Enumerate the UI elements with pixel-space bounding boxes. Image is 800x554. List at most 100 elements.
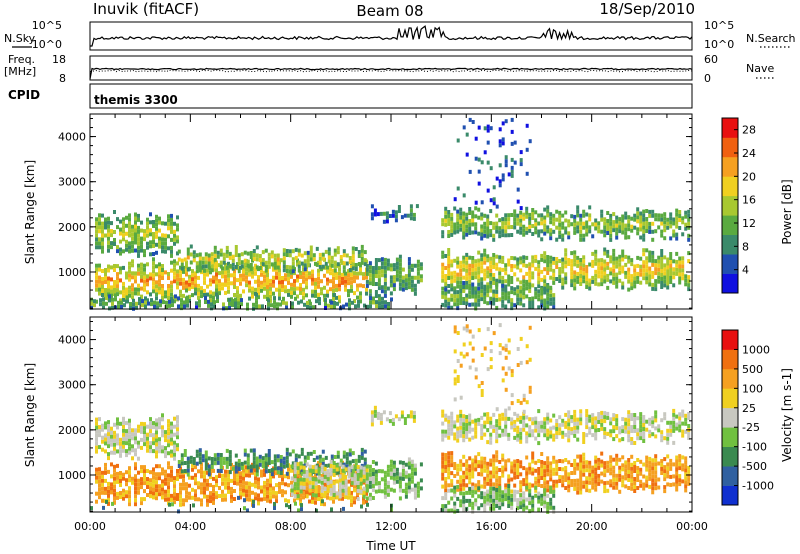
- range-cell: [474, 302, 478, 307]
- range-cell: [543, 207, 547, 212]
- range-cell: [504, 229, 508, 234]
- range-cell: [185, 264, 188, 269]
- range-cell: [489, 296, 493, 301]
- range-cell: [347, 289, 350, 294]
- range-cell: [486, 477, 490, 482]
- range-cell: [585, 464, 589, 469]
- range-cell: [146, 262, 149, 267]
- range-cell: [636, 432, 640, 437]
- range-cell: [453, 466, 457, 470]
- range-cell: [453, 501, 457, 506]
- range-cell: [224, 481, 227, 486]
- range-cell: [278, 272, 281, 277]
- range-cell: [347, 490, 351, 495]
- range-cell: [176, 477, 179, 481]
- range-cell: [252, 456, 256, 461]
- range-cell: [645, 256, 649, 261]
- range-cell: [101, 285, 104, 289]
- range-cell: [534, 226, 538, 231]
- range-cell: [101, 241, 104, 246]
- range-cell: [410, 463, 414, 468]
- range-cell: [365, 496, 369, 501]
- range-cell: [149, 276, 152, 281]
- range-cell: [642, 248, 646, 253]
- range-cell: [302, 263, 305, 268]
- range-cell: [290, 282, 293, 287]
- range-cell: [110, 490, 113, 495]
- range-cell: [666, 482, 670, 487]
- range-cell: [642, 209, 646, 214]
- range-cell: [537, 213, 541, 218]
- range-cell: [636, 219, 640, 224]
- range-cell: [303, 302, 306, 307]
- range-cell: [278, 284, 281, 289]
- range-cell: [239, 293, 242, 298]
- y-tick-label: 1000: [58, 266, 86, 279]
- range-cell: [486, 465, 490, 470]
- range-cell: [621, 222, 625, 227]
- range-cell: [161, 284, 164, 288]
- range-cell: [413, 491, 417, 496]
- range-cell: [555, 483, 559, 488]
- range-cell: [366, 304, 369, 309]
- range-cell: [450, 283, 454, 288]
- range-cell: [245, 493, 248, 498]
- range-cell: [224, 274, 227, 279]
- range-cell: [495, 423, 499, 428]
- range-cell: [594, 222, 598, 227]
- range-cell: [185, 288, 188, 293]
- range-cell: [137, 478, 140, 483]
- range-cell: [441, 278, 445, 283]
- range-cell: [663, 236, 667, 241]
- range-cell: [370, 204, 374, 209]
- range-cell: [468, 219, 472, 223]
- range-cell: [338, 490, 342, 495]
- range-cell: [612, 252, 616, 257]
- range-cell: [624, 484, 628, 489]
- range-cell: [353, 496, 356, 501]
- range-cell: [498, 139, 502, 144]
- range-cell: [489, 506, 493, 511]
- range-cell: [242, 476, 245, 481]
- range-cell: [360, 447, 364, 452]
- noise-tick-bottom-left: 10^0: [32, 38, 62, 51]
- noise-tick-top-left: 10^5: [32, 19, 62, 32]
- range-cell: [459, 285, 463, 289]
- range-cell: [294, 255, 298, 260]
- range-cell: [495, 470, 499, 475]
- range-cell: [582, 225, 586, 230]
- range-cell: [468, 498, 472, 503]
- range-cell: [636, 271, 640, 276]
- range-cell: [498, 230, 502, 235]
- range-cell: [564, 458, 568, 462]
- range-cell: [582, 275, 586, 280]
- range-cell: [669, 276, 673, 280]
- range-cell: [392, 476, 396, 481]
- range-cell: [450, 271, 454, 276]
- range-cell: [627, 486, 631, 490]
- range-cell: [113, 442, 116, 447]
- range-cell: [579, 221, 583, 226]
- range-cell: [185, 482, 188, 487]
- range-cell: [191, 467, 194, 472]
- range-cell: [645, 427, 649, 432]
- range-cell: [293, 466, 297, 471]
- range-cell: [203, 268, 206, 273]
- range-cell: [315, 455, 319, 460]
- range-cell: [104, 449, 107, 454]
- range-cell: [462, 474, 466, 479]
- range-cell: [474, 286, 478, 291]
- range-cell: [348, 302, 351, 307]
- range-cell: [519, 158, 523, 163]
- range-cell: [483, 480, 487, 485]
- range-cell: [348, 460, 352, 465]
- range-cell: [186, 456, 190, 461]
- range-cell: [239, 273, 242, 278]
- range-cell: [323, 293, 326, 298]
- range-cell: [377, 266, 381, 271]
- range-cell: [567, 422, 571, 427]
- range-cell: [651, 482, 655, 487]
- range-cell: [615, 453, 619, 458]
- range-cell: [275, 275, 278, 280]
- range-cell: [576, 437, 580, 442]
